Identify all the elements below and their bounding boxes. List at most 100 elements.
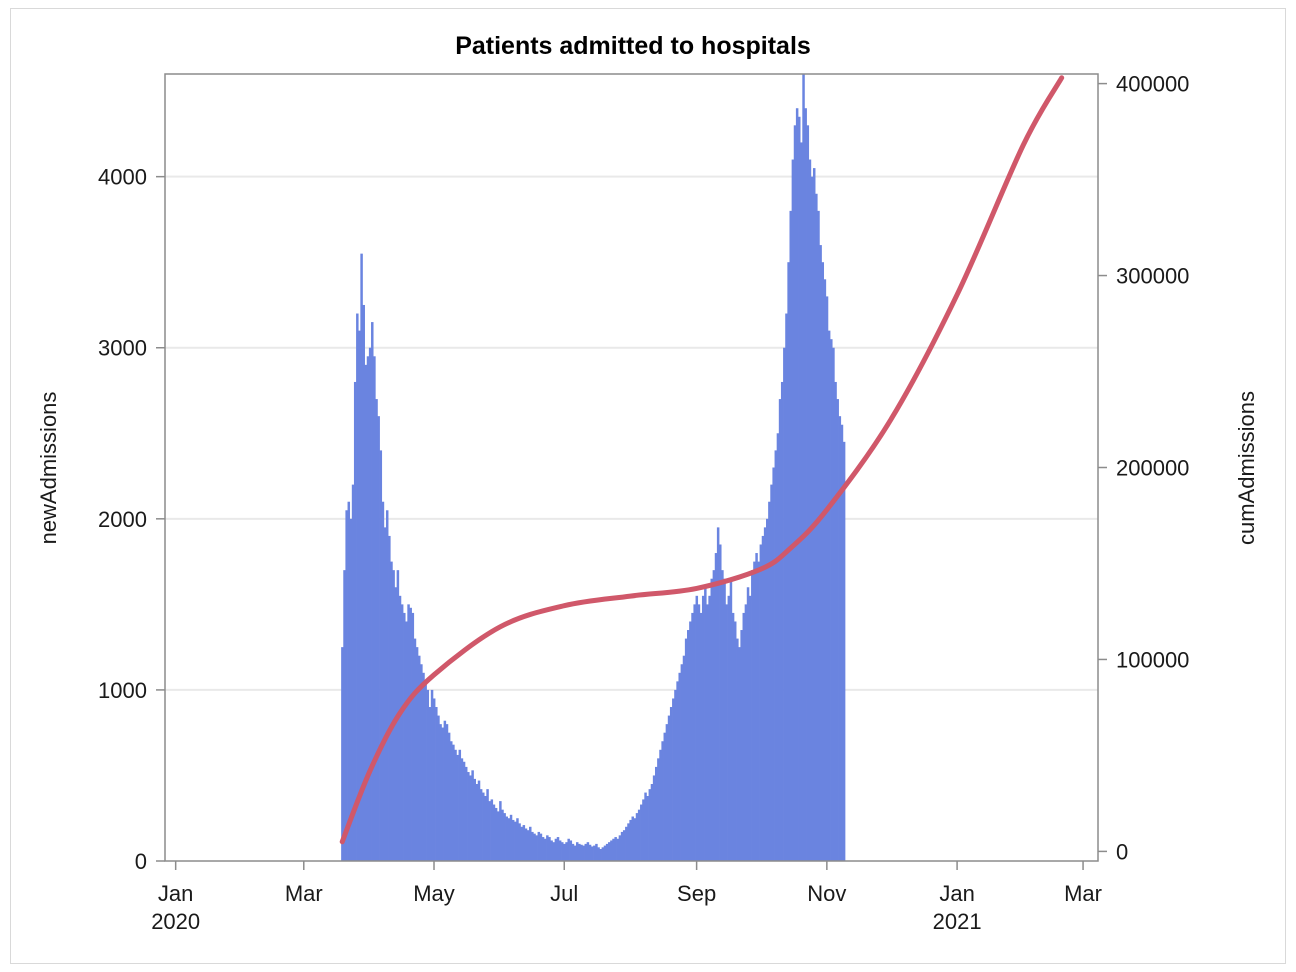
bar <box>593 845 596 861</box>
y-axis-left: 0 1000 2000 3000 4000 <box>98 165 165 874</box>
bar <box>385 510 389 861</box>
x-year-label: 2020 <box>151 909 200 934</box>
bar <box>441 727 444 861</box>
bar <box>518 823 521 861</box>
bar <box>514 821 517 861</box>
bar <box>511 819 515 861</box>
bar <box>507 818 511 861</box>
bar <box>693 604 696 861</box>
bar <box>695 595 699 861</box>
bar <box>699 612 703 861</box>
bar <box>725 604 728 861</box>
bar <box>614 837 617 861</box>
bar <box>375 399 378 861</box>
bar <box>366 356 370 861</box>
bar <box>810 176 814 861</box>
bar <box>667 715 671 861</box>
bar <box>678 672 681 861</box>
bar <box>785 313 788 861</box>
bar <box>838 416 842 861</box>
bar <box>601 847 605 861</box>
bar <box>654 766 658 861</box>
bar <box>798 116 801 861</box>
bar <box>840 424 844 861</box>
bar <box>458 749 462 861</box>
bar <box>640 804 643 861</box>
bar <box>763 527 767 861</box>
y2-axis-title: cumAdmissions <box>1234 391 1259 545</box>
bar <box>467 772 470 861</box>
bar <box>516 818 519 861</box>
bar <box>428 707 432 861</box>
bar <box>612 838 615 861</box>
bar <box>398 595 402 861</box>
bar <box>723 578 726 861</box>
bar <box>815 193 818 861</box>
bar <box>832 347 835 861</box>
bar <box>746 587 750 861</box>
bar <box>371 322 374 862</box>
bar <box>804 108 807 862</box>
bar <box>520 826 523 861</box>
y2-tick-label: 0 <box>1116 839 1128 864</box>
bar <box>802 74 805 861</box>
bar <box>644 792 647 861</box>
bar <box>825 296 829 861</box>
bar <box>755 553 758 861</box>
bar <box>413 638 417 861</box>
bar <box>543 838 547 861</box>
bar <box>789 210 792 861</box>
bar <box>505 816 509 861</box>
x-tick-label: Jul <box>550 881 578 906</box>
bar <box>565 842 568 861</box>
bar <box>659 749 662 861</box>
bar <box>657 758 660 861</box>
bar <box>405 621 408 861</box>
bar <box>625 826 628 861</box>
bar <box>379 450 383 861</box>
bar <box>377 416 380 861</box>
bar <box>806 125 810 861</box>
bar <box>471 770 474 861</box>
bar <box>418 655 421 861</box>
bar <box>368 347 372 861</box>
bar <box>447 732 451 861</box>
bar <box>546 835 549 861</box>
bar <box>751 570 754 861</box>
bar <box>492 804 496 861</box>
bar <box>599 849 602 861</box>
bar <box>573 845 577 861</box>
bars <box>341 74 846 862</box>
bar <box>541 837 545 861</box>
bar <box>704 587 707 861</box>
bar <box>780 381 784 861</box>
bar <box>783 347 786 861</box>
bar <box>740 630 743 861</box>
bar <box>772 467 775 861</box>
bar <box>629 819 632 861</box>
bar <box>597 847 600 861</box>
bar <box>650 784 654 861</box>
bar <box>567 838 570 861</box>
bar <box>563 843 566 861</box>
bar <box>477 780 481 861</box>
bar <box>356 313 359 861</box>
y-tick-label: 1000 <box>98 678 147 703</box>
bar <box>753 561 756 861</box>
x-tick-label: Jan <box>158 881 193 906</box>
bar <box>383 527 387 861</box>
bar <box>569 840 573 861</box>
bar <box>836 399 839 861</box>
bar <box>537 831 541 861</box>
bar <box>648 789 652 861</box>
bar <box>706 604 709 861</box>
x-tick-label: Mar <box>1064 881 1102 906</box>
bar <box>531 831 534 861</box>
bar <box>744 604 748 861</box>
bar <box>610 840 613 861</box>
bar <box>484 795 487 861</box>
bar <box>349 518 353 861</box>
bar <box>503 813 506 861</box>
bar <box>759 544 763 861</box>
